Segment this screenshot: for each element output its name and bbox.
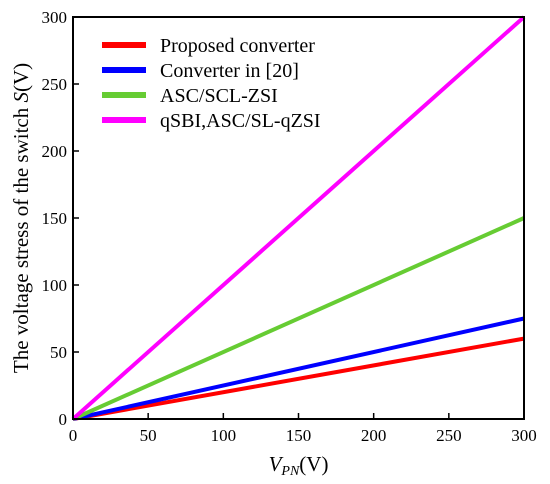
x-tick-label: 50 xyxy=(140,426,157,445)
series-line-2 xyxy=(72,316,525,421)
x-tick-label: 200 xyxy=(361,426,387,445)
legend: Proposed converter Converter in [20] ASC/S… xyxy=(102,35,321,132)
y-axis-label: The voltage stress of the switch S(V) xyxy=(9,63,33,373)
x-tick-label: 150 xyxy=(286,426,312,445)
x-axis: 0 50 100 150 200 250 300 xyxy=(69,413,537,445)
x-axis-label-unit: (V) xyxy=(299,452,328,476)
y-tick-label: 300 xyxy=(42,8,68,27)
x-tick-label: 100 xyxy=(211,426,237,445)
series-line-1 xyxy=(72,336,525,421)
legend-label-2: Converter in [20] xyxy=(160,60,299,82)
y-tick-label: 100 xyxy=(42,276,68,295)
x-axis-label-subscript: PN xyxy=(280,464,300,479)
y-axis: 0 50 100 150 200 250 300 xyxy=(42,8,79,429)
x-tick-label: 0 xyxy=(69,426,78,445)
y-tick-label: 200 xyxy=(42,142,68,161)
x-tick-label: 250 xyxy=(436,426,462,445)
series-layer xyxy=(71,15,526,421)
y-axis-label-unit: (V) xyxy=(9,63,33,92)
legend-label-1: Proposed converter xyxy=(160,35,315,57)
y-axis-label-var: S xyxy=(9,92,33,103)
x-axis-label: VPN(V) xyxy=(269,452,329,479)
y-tick-label: 0 xyxy=(59,410,68,429)
y-tick-label: 50 xyxy=(50,343,67,362)
series-line-3 xyxy=(72,216,525,421)
x-axis-label-main: V xyxy=(269,452,284,476)
legend-label-3: ASC/SCL-ZSI xyxy=(160,85,278,107)
series-line-4 xyxy=(71,15,526,421)
legend-label-4: qSBI,ASC/SL-qZSI xyxy=(160,110,321,132)
y-axis-label-text: The voltage stress of the switch xyxy=(9,103,33,374)
x-tick-label: 300 xyxy=(511,426,537,445)
y-tick-label: 150 xyxy=(42,209,68,228)
y-tick-label: 250 xyxy=(42,75,68,94)
